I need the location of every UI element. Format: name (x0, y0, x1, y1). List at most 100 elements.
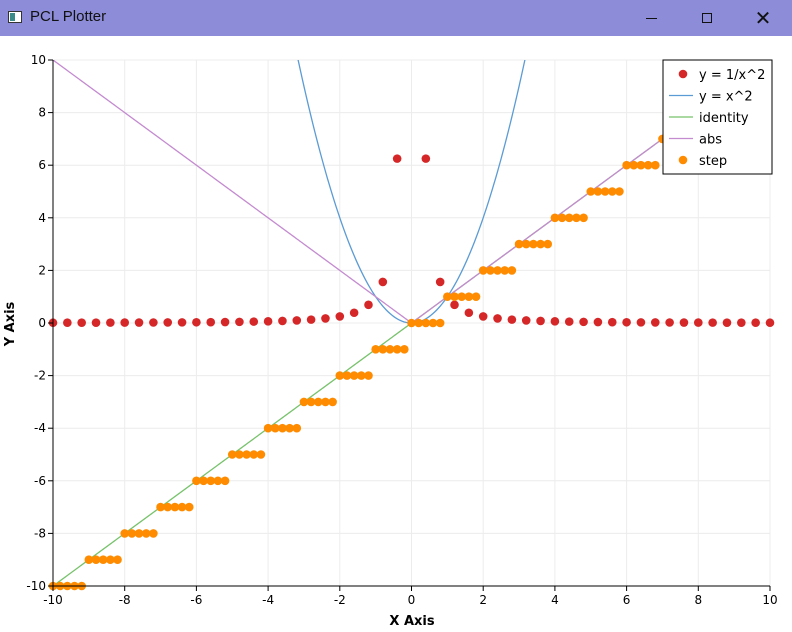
y-axis-label: Y Axis (3, 301, 18, 347)
series-point-4 (170, 502, 180, 512)
series-point-4 (486, 266, 495, 275)
series-point-0 (607, 317, 617, 327)
series-point-4 (507, 266, 517, 275)
series-point-4 (478, 266, 488, 275)
x-tick-label: -10 (43, 593, 63, 607)
series-point-0 (564, 317, 574, 326)
series-point-0 (579, 317, 588, 327)
close-button[interactable]: ✕ (740, 0, 786, 36)
series-point-4 (443, 292, 452, 302)
x-tick-label: 8 (694, 593, 702, 607)
series-point-4 (235, 450, 244, 459)
series-point-4 (306, 397, 316, 407)
series-point-4 (177, 502, 187, 512)
series-point-4 (421, 318, 431, 328)
series-point-0 (163, 318, 173, 327)
series-point-0 (321, 314, 330, 323)
series-point-0 (521, 316, 531, 325)
series-point-0 (450, 300, 459, 310)
series-point-0 (493, 314, 502, 323)
y-tick-label: 6 (38, 158, 46, 172)
series-point-4 (156, 502, 165, 512)
x-tick-label: -6 (190, 593, 202, 607)
series-point-4 (586, 187, 596, 196)
y-tick-label: -2 (34, 369, 46, 383)
series-point-0 (335, 312, 345, 321)
series-point-0 (292, 316, 302, 325)
minimize-button[interactable] (628, 0, 674, 36)
series-point-4 (564, 213, 574, 223)
x-axis-label: X Axis (389, 614, 434, 629)
series-point-4 (313, 397, 323, 407)
series-point-4 (98, 555, 108, 564)
plot-canvas[interactable]: -10 -8 -6 -4 -2 0 2 4 6 8 10 -10 -8 -6 -4 -2 0 2 4 6 8 10 X A… (0, 36, 792, 632)
series-point-0 (708, 318, 717, 327)
series-point-0 (206, 317, 216, 327)
series-point-4 (321, 397, 330, 407)
y-tick-label: 8 (38, 106, 46, 120)
y-tick-label: 10 (31, 53, 46, 67)
series-point-4 (357, 371, 366, 380)
series-point-0 (120, 318, 129, 327)
series-point-4 (493, 266, 502, 275)
series-point-0 (392, 154, 402, 163)
series-point-0 (63, 318, 72, 328)
series-point-4 (91, 555, 101, 564)
legend-swatch-0 (678, 69, 688, 79)
series-point-0 (593, 317, 603, 327)
series-point-0 (249, 317, 259, 326)
series-point-0 (737, 318, 746, 327)
minimize-icon (645, 17, 657, 19)
y-tick-label: 0 (38, 316, 46, 330)
series-point-4 (349, 371, 359, 380)
series-point-4 (285, 423, 294, 433)
series-point-4 (636, 160, 646, 170)
series-point-4 (500, 266, 510, 275)
maximize-icon (702, 13, 712, 23)
series-point-0 (435, 277, 445, 287)
series-point-4 (278, 423, 287, 433)
series-point-0 (220, 317, 230, 327)
series-point-4 (127, 529, 137, 538)
series-point-0 (765, 318, 775, 328)
series-point-4 (550, 213, 560, 223)
series-point-4 (378, 345, 388, 354)
series-point-0 (364, 300, 373, 310)
series-point-4 (184, 502, 194, 512)
series-point-0 (507, 315, 517, 324)
series-point-0 (478, 312, 488, 321)
series-point-0 (306, 315, 316, 324)
app-icon (8, 11, 22, 23)
series-point-4 (450, 292, 459, 302)
series-point-0 (278, 316, 287, 326)
legend-label-4: step (699, 154, 727, 169)
series-point-4 (220, 476, 230, 486)
series-point-0 (751, 318, 760, 328)
series-point-4 (371, 345, 380, 354)
y-tick-label: -4 (34, 421, 46, 435)
series-point-4 (134, 529, 144, 538)
series-point-0 (722, 318, 732, 327)
plot-points (48, 134, 775, 591)
series-point-4 (593, 187, 603, 196)
maximize-button[interactable] (684, 0, 730, 36)
y-tick-label: -10 (26, 579, 46, 593)
series-point-4 (400, 345, 409, 354)
series-point-4 (579, 213, 588, 223)
series-point-4 (572, 213, 581, 223)
legend: y = 1/x^2 y = x^2 identity abs step (662, 59, 773, 175)
series-point-4 (385, 345, 395, 354)
series-point-4 (256, 450, 266, 459)
series-point-4 (206, 476, 216, 486)
series-point-0 (177, 318, 187, 327)
series-point-0 (263, 317, 273, 326)
series-point-0 (421, 154, 431, 163)
series-point-4 (514, 239, 524, 249)
legend-swatch-4 (678, 155, 688, 165)
series-point-4 (270, 423, 280, 433)
series-point-4 (141, 529, 151, 538)
y-tick-label: 2 (38, 263, 46, 277)
series-point-0 (91, 318, 101, 327)
series-point-4 (163, 502, 173, 512)
legend-label-0: y = 1/x^2 (699, 68, 765, 83)
